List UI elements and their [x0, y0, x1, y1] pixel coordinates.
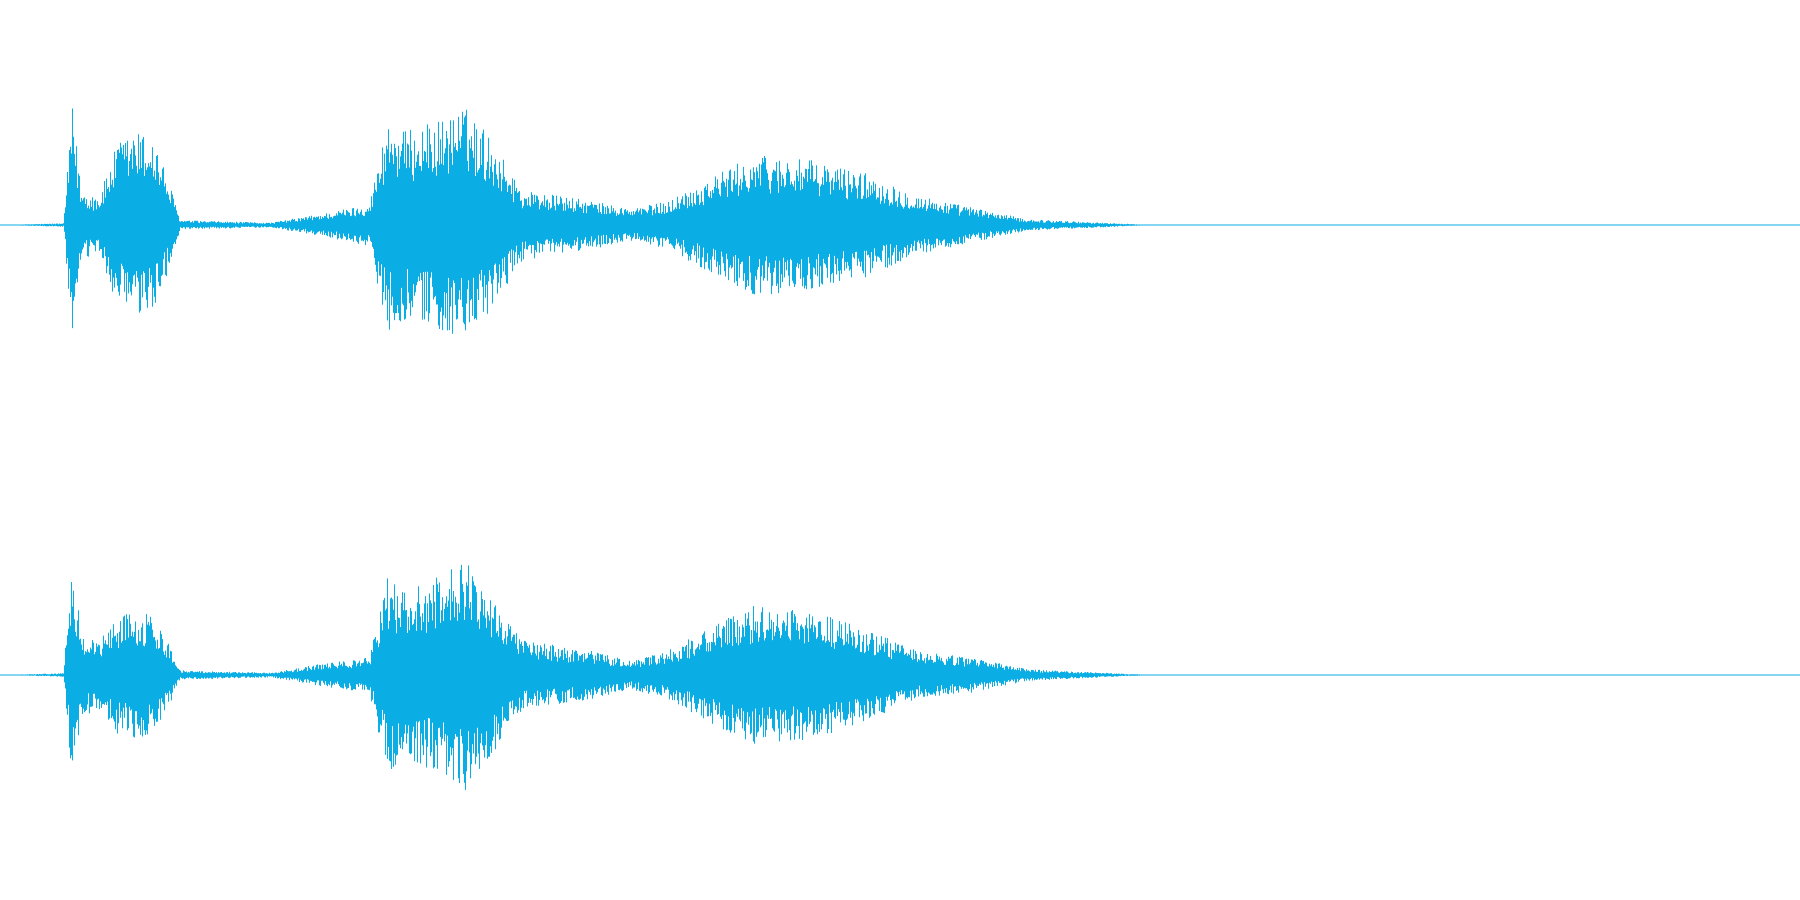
- waveform-channel-top: [0, 108, 1800, 334]
- waveform-trace: [5, 564, 1150, 790]
- waveform-channel-bottom: [0, 564, 1800, 790]
- waveform-trace: [5, 108, 1150, 334]
